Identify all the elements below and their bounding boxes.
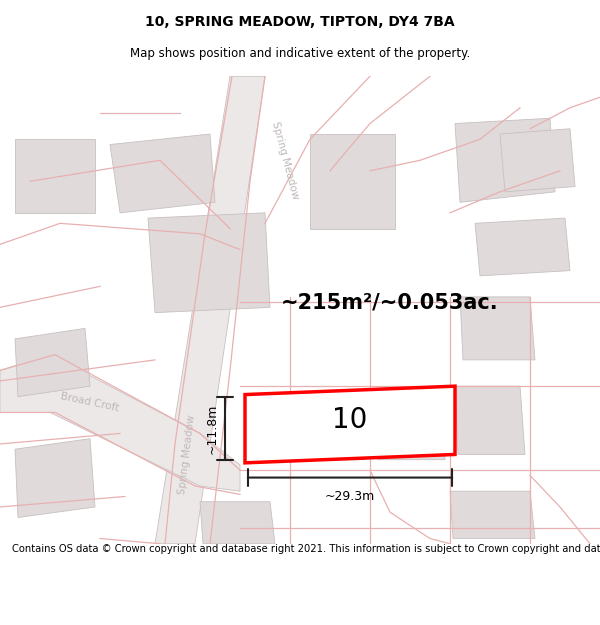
- Polygon shape: [450, 491, 535, 539]
- Polygon shape: [15, 328, 90, 397]
- Polygon shape: [375, 397, 445, 460]
- Text: Spring Meadow: Spring Meadow: [177, 414, 197, 495]
- Text: 10, SPRING MEADOW, TIPTON, DY4 7BA: 10, SPRING MEADOW, TIPTON, DY4 7BA: [145, 15, 455, 29]
- Polygon shape: [455, 386, 525, 454]
- Polygon shape: [15, 139, 95, 213]
- Polygon shape: [475, 218, 570, 276]
- Polygon shape: [110, 134, 215, 213]
- Polygon shape: [0, 354, 240, 491]
- Polygon shape: [310, 134, 395, 229]
- Polygon shape: [155, 76, 265, 544]
- Polygon shape: [500, 129, 575, 192]
- Text: Contains OS data © Crown copyright and database right 2021. This information is : Contains OS data © Crown copyright and d…: [12, 544, 600, 554]
- Text: 10: 10: [332, 406, 368, 434]
- Text: ~11.8m: ~11.8m: [206, 404, 219, 454]
- Polygon shape: [15, 439, 95, 518]
- Polygon shape: [200, 502, 275, 544]
- Text: Spring Meadow: Spring Meadow: [270, 120, 300, 201]
- Text: ~29.3m: ~29.3m: [325, 490, 375, 503]
- Text: Broad Croft: Broad Croft: [60, 391, 120, 413]
- Polygon shape: [295, 402, 365, 460]
- Polygon shape: [455, 118, 555, 202]
- Polygon shape: [245, 386, 455, 463]
- Text: Map shows position and indicative extent of the property.: Map shows position and indicative extent…: [130, 48, 470, 60]
- Text: ~215m²/~0.053ac.: ~215m²/~0.053ac.: [281, 292, 499, 312]
- Polygon shape: [148, 213, 270, 312]
- Polygon shape: [460, 297, 535, 360]
